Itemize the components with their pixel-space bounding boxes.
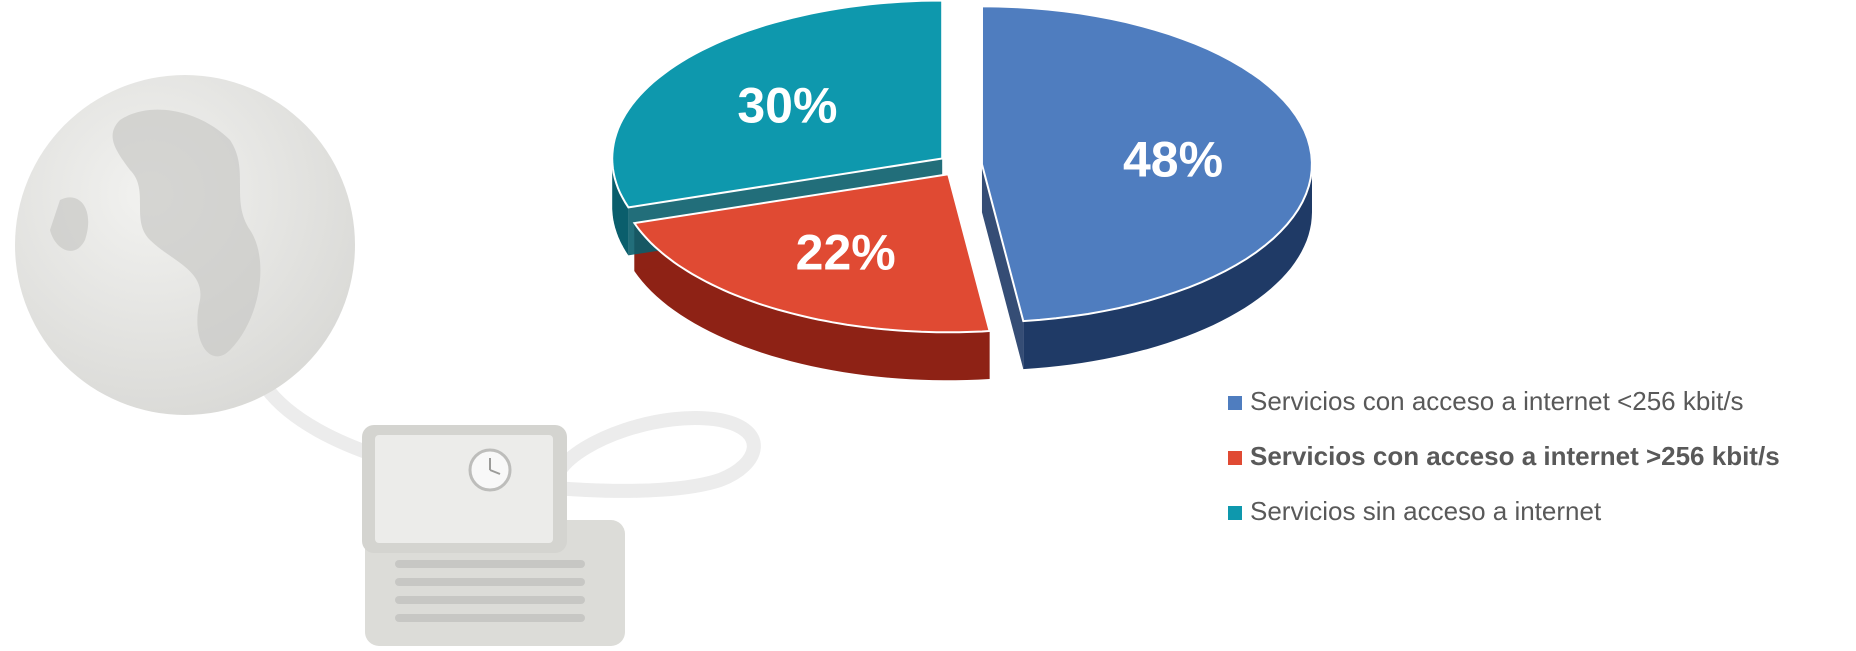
pie-slice-cut-0-1 xyxy=(981,164,1024,370)
legend-label-1: Servicios con acceso a internet >256 kbi… xyxy=(1250,441,1780,471)
legend-swatch-2 xyxy=(1228,506,1242,520)
chart-legend: Servicios con acceso a internet <256 kbi… xyxy=(1228,386,1780,526)
phone-illustration xyxy=(362,425,625,646)
globe-illustration xyxy=(15,75,761,498)
legend-swatch-0 xyxy=(1228,396,1242,410)
pie-slice-side-0 xyxy=(1023,164,1312,370)
pie-label-1: 22% xyxy=(796,225,896,281)
pie-slice-side-1 xyxy=(634,223,990,381)
pie-label-2: 30% xyxy=(737,78,837,134)
legend-label-2: Servicios sin acceso a internet xyxy=(1250,496,1602,526)
continents-icon xyxy=(50,109,261,357)
pie-slice-side-2 xyxy=(612,158,629,256)
cable-icon xyxy=(242,323,761,498)
pie-label-0: 48% xyxy=(1123,132,1223,188)
legend-swatch-1 xyxy=(1228,451,1242,465)
phone-screen xyxy=(375,435,553,543)
pie-labels: 48% 22% 30% xyxy=(737,78,1223,281)
legend-label-0: Servicios con acceso a internet <256 kbi… xyxy=(1250,386,1744,416)
pie-slice-0 xyxy=(980,5,1313,323)
pie-chart xyxy=(611,0,1313,381)
pie-slice-2 xyxy=(611,0,944,209)
keyboard-keys xyxy=(395,560,585,622)
pie-slice-1 xyxy=(632,173,991,334)
